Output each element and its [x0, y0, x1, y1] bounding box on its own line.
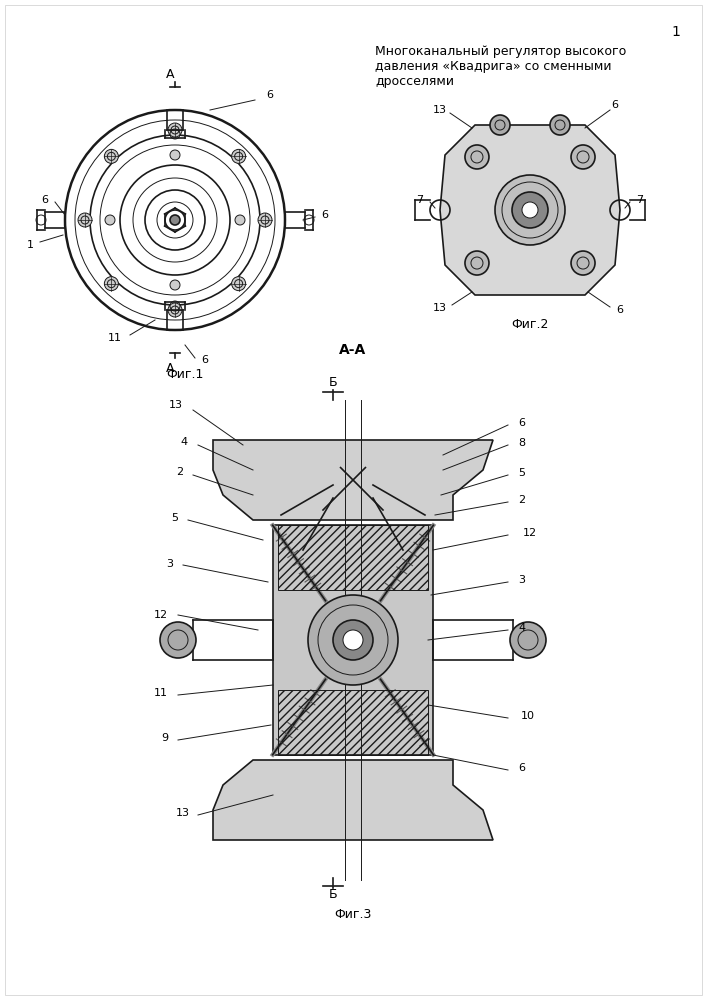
Text: 2: 2	[176, 467, 183, 477]
Text: 3: 3	[166, 559, 173, 569]
Circle shape	[235, 215, 245, 225]
Text: 7: 7	[636, 195, 643, 205]
Text: 13: 13	[176, 808, 190, 818]
Text: 5: 5	[518, 468, 525, 478]
Text: 5: 5	[171, 513, 178, 523]
Text: 6: 6	[42, 195, 49, 205]
Text: 6: 6	[267, 90, 274, 100]
Circle shape	[495, 175, 565, 245]
Text: Многоканальный регулятор высокого: Многоканальный регулятор высокого	[375, 45, 626, 58]
Text: 6: 6	[617, 305, 624, 315]
Circle shape	[170, 280, 180, 290]
Text: 8: 8	[518, 438, 525, 448]
Text: 11: 11	[154, 688, 168, 698]
Circle shape	[308, 595, 398, 685]
Text: 13: 13	[433, 105, 447, 115]
Text: А: А	[165, 68, 174, 82]
Text: А: А	[165, 361, 174, 374]
Text: 11: 11	[108, 333, 122, 343]
Text: 12: 12	[154, 610, 168, 620]
Circle shape	[571, 145, 595, 169]
Circle shape	[105, 215, 115, 225]
Text: Фиг.1: Фиг.1	[166, 368, 204, 381]
Text: 7: 7	[416, 195, 423, 205]
Circle shape	[232, 277, 245, 291]
Text: Б: Б	[329, 375, 337, 388]
Text: 4: 4	[518, 623, 525, 633]
Polygon shape	[440, 125, 620, 295]
Text: 13: 13	[433, 303, 447, 313]
Circle shape	[465, 251, 489, 275]
Circle shape	[232, 149, 245, 163]
Circle shape	[78, 213, 92, 227]
Polygon shape	[213, 440, 493, 520]
Circle shape	[490, 115, 510, 135]
Text: 6: 6	[518, 418, 525, 428]
Text: 6: 6	[201, 355, 209, 365]
Text: 2: 2	[518, 495, 525, 505]
Circle shape	[170, 215, 180, 225]
Text: 9: 9	[161, 733, 168, 743]
Circle shape	[168, 303, 182, 317]
Circle shape	[105, 277, 118, 291]
Circle shape	[550, 115, 570, 135]
Text: 6: 6	[612, 100, 619, 110]
Polygon shape	[213, 760, 493, 840]
Text: 1: 1	[671, 25, 680, 39]
Circle shape	[343, 630, 363, 650]
Circle shape	[160, 622, 196, 658]
Circle shape	[512, 192, 548, 228]
Circle shape	[465, 145, 489, 169]
Circle shape	[571, 251, 595, 275]
Text: 12: 12	[523, 528, 537, 538]
Text: 3: 3	[518, 575, 525, 585]
Text: 4: 4	[181, 437, 188, 447]
Circle shape	[168, 123, 182, 137]
Text: Б: Б	[329, 888, 337, 902]
Text: Фиг.2: Фиг.2	[511, 318, 549, 332]
Text: 6: 6	[518, 763, 525, 773]
Text: А-А: А-А	[339, 343, 367, 357]
Text: 13: 13	[169, 400, 183, 410]
Circle shape	[333, 620, 373, 660]
Circle shape	[258, 213, 272, 227]
Text: 10: 10	[521, 711, 535, 721]
FancyBboxPatch shape	[273, 525, 433, 755]
Circle shape	[510, 622, 546, 658]
Text: 6: 6	[322, 210, 329, 220]
Text: дросселями: дросселями	[375, 75, 454, 88]
Circle shape	[170, 150, 180, 160]
Circle shape	[105, 149, 118, 163]
Text: давления «Квадрига» со сменными: давления «Квадрига» со сменными	[375, 60, 612, 73]
Text: 1: 1	[26, 240, 33, 250]
Circle shape	[522, 202, 538, 218]
Text: Фиг.3: Фиг.3	[334, 908, 372, 922]
